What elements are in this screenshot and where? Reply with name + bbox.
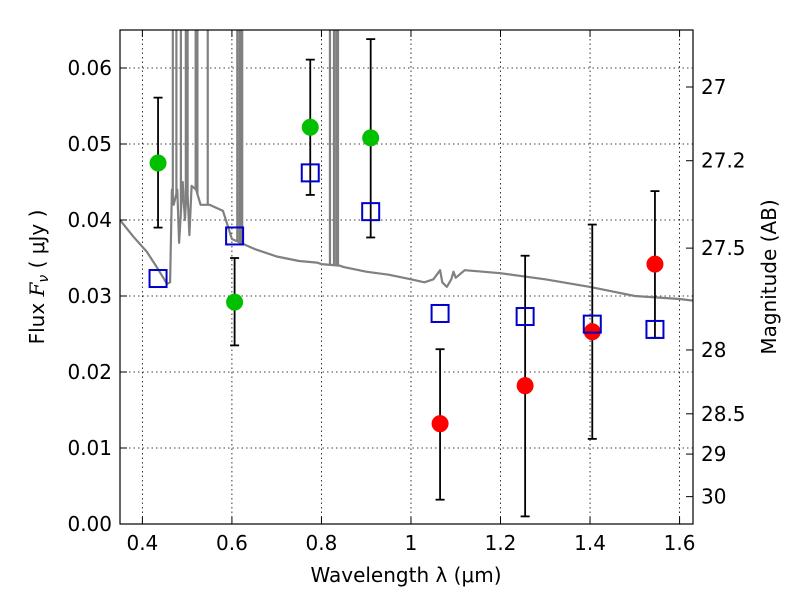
- data-point: [301, 118, 319, 136]
- x-tick-label: 0.4: [126, 531, 158, 555]
- x-tick-labels: 0.4 0.6 0.8 1 1.2 1.4 1.6: [126, 531, 695, 555]
- data-point: [646, 255, 664, 273]
- plot-frame: [119, 29, 694, 525]
- y2-tick-labels: 27 27.2 27.5 28 28.5 29 30: [701, 75, 746, 509]
- model-flux-marker: [361, 202, 381, 222]
- y2-tick-label: 27: [701, 75, 726, 99]
- y-tick-label: 0.00: [67, 512, 112, 536]
- model-flux-marker: [148, 269, 168, 289]
- y-axis-title: Flux Fν ( μJy ): [25, 210, 52, 345]
- y-axis-title-prefix: Flux: [25, 296, 49, 344]
- y-tick-labels: 0.00 0.01 0.02 0.03 0.04 0.05 0.06: [67, 56, 112, 536]
- model-flux-marker: [582, 314, 602, 334]
- grid-lines: [120, 30, 693, 525]
- y-tick-label: 0.06: [67, 56, 112, 80]
- x-tick-label: 0.6: [216, 531, 248, 555]
- x-tick-label: 1: [405, 531, 418, 555]
- y2-axis-title: Magnitude (AB): [757, 199, 781, 354]
- y-tick-label: 0.05: [67, 132, 112, 156]
- y-axis-title-subscript: ν: [36, 275, 52, 283]
- data-point: [362, 129, 380, 147]
- x-tick-label: 0.8: [306, 531, 338, 555]
- spectrum-continuum: [120, 180, 693, 302]
- data-point: [226, 293, 244, 311]
- model-flux-marker: [225, 226, 245, 246]
- data-markers: [148, 118, 665, 433]
- x-tick-label: 1.4: [574, 531, 606, 555]
- model-flux-marker: [645, 319, 665, 339]
- axis-ticks: [120, 30, 693, 525]
- model-flux-marker: [430, 303, 450, 323]
- y-tick-label: 0.03: [67, 284, 112, 308]
- data-point: [149, 154, 167, 172]
- y2-tick-label: 27.2: [701, 149, 746, 173]
- x-axis-title: Wavelength λ (μm): [310, 563, 501, 587]
- data-point: [516, 377, 534, 395]
- y-tick-label: 0.02: [67, 360, 112, 384]
- model-flux-marker: [300, 163, 320, 183]
- y2-tick-label: 30: [701, 485, 726, 509]
- model-spectrum: [120, 30, 693, 302]
- y-axis-title-symbol: F: [25, 281, 49, 297]
- y2-tick-label: 28: [701, 338, 726, 362]
- x-tick-label: 1.6: [664, 531, 696, 555]
- y2-tick-label: 29: [701, 442, 726, 466]
- x-tick-label: 1.2: [485, 531, 517, 555]
- plot-background: [120, 30, 693, 524]
- y-axis-title-suffix: ( μJy ): [25, 210, 49, 275]
- y2-tick-label: 27.5: [701, 236, 746, 260]
- y2-tick-label: 28.5: [701, 402, 746, 426]
- y-tick-label: 0.01: [67, 436, 112, 460]
- y-tick-label: 0.04: [67, 208, 112, 232]
- data-point: [431, 415, 449, 433]
- model-flux-marker: [515, 307, 535, 327]
